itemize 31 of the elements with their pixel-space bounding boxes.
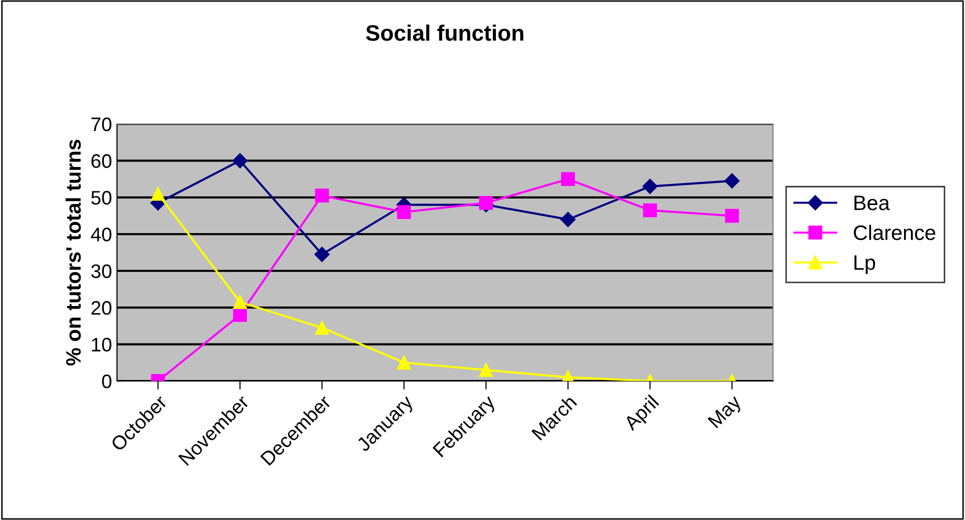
y-tick-label: 70: [92, 117, 112, 132]
x-tick-label: May: [708, 394, 745, 432]
point: [151, 186, 165, 201]
point: [397, 205, 411, 220]
y-tick-label: 50: [91, 190, 112, 205]
y-tick-label: 20: [91, 301, 112, 315]
legend-label: Clarence: [854, 224, 936, 240]
point: [725, 208, 739, 223]
point: [232, 153, 248, 168]
point: [560, 212, 576, 228]
point: [561, 172, 575, 186]
y-tick-label: 0: [102, 374, 112, 388]
y-tick-label: 10: [92, 338, 112, 352]
point: [724, 173, 740, 188]
point: [643, 203, 657, 218]
y-tick-label: 60: [92, 154, 112, 168]
point: [315, 188, 329, 203]
legend-label: Bea: [854, 196, 890, 210]
legend-label: Lp: [854, 255, 876, 274]
point: [233, 308, 247, 322]
point: [315, 320, 329, 335]
point: [479, 196, 493, 210]
point: [479, 363, 493, 377]
y-tick-label: 40: [90, 228, 112, 242]
point: [397, 356, 411, 370]
point: [233, 295, 247, 310]
point: [642, 178, 658, 194]
point: [314, 246, 330, 262]
y-tick-label: 30: [91, 264, 112, 278]
y-axis-title: % on tutors' total turns: [66, 140, 81, 366]
chart-title: Social function: [366, 24, 524, 41]
